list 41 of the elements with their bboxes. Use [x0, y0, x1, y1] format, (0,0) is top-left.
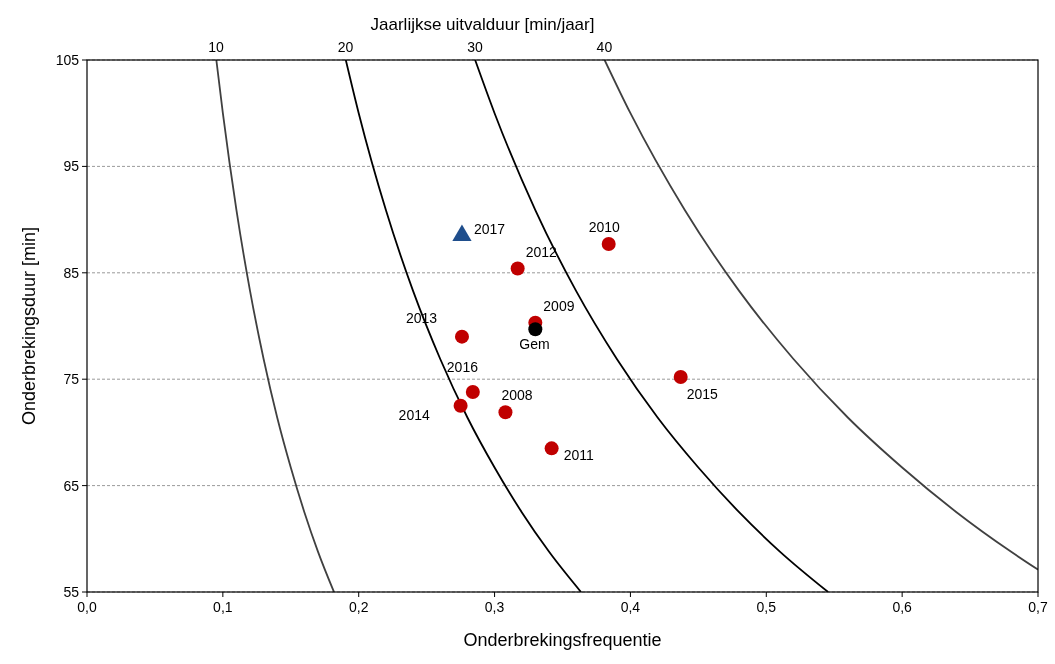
x-tick-label: 0,0	[77, 599, 97, 615]
y-tick-label: 95	[63, 158, 80, 175]
x-tick-label: 0,5	[756, 599, 777, 615]
annotation: 40	[596, 39, 613, 55]
x-tick-label: 0,4	[620, 599, 641, 615]
annotation: 2017	[473, 220, 506, 237]
annotation: 2008	[501, 387, 533, 404]
x-axis-title: Onderbrekingsfrequentie	[463, 630, 662, 650]
annotation: 10	[208, 39, 225, 55]
x-tick-label: 0,6	[892, 599, 913, 615]
point	[454, 329, 469, 344]
point	[510, 261, 525, 276]
point	[453, 398, 468, 413]
y-tick-label: 105	[55, 52, 80, 68]
annotation: Gem	[519, 336, 550, 353]
annotation: 2011	[563, 447, 594, 464]
annotation: 2016	[446, 358, 479, 375]
point	[601, 237, 616, 252]
x-tick-label: 0,2	[348, 599, 369, 615]
annotation: 30	[467, 39, 483, 55]
y-axis-title: Onderbrekingsduur [min]	[19, 226, 39, 426]
point	[465, 384, 480, 399]
annotation: 2012	[525, 243, 558, 260]
point	[544, 441, 559, 456]
annotation: 2010	[588, 219, 621, 236]
point	[498, 405, 513, 420]
x2-axis-title: Jaarlijkse uitvalduur [min/jaar]	[370, 15, 595, 34]
y-tick-label: 85	[63, 264, 80, 281]
point	[673, 370, 688, 385]
annotation: 2014	[398, 406, 430, 423]
x-tick-label: 0,7	[1028, 599, 1048, 615]
line-series	[215, 60, 335, 592]
y-tick-label: 75	[63, 371, 80, 388]
y-tick-label: 65	[63, 477, 80, 494]
y-tick-label: 55	[63, 584, 80, 600]
x-tick-label: 0,1	[213, 599, 233, 615]
x-tick-label: 0,3	[484, 599, 505, 615]
annotation: 2009	[543, 297, 575, 314]
point	[528, 322, 543, 337]
annotation: 2015	[686, 386, 719, 403]
annotation: 20	[337, 39, 354, 55]
